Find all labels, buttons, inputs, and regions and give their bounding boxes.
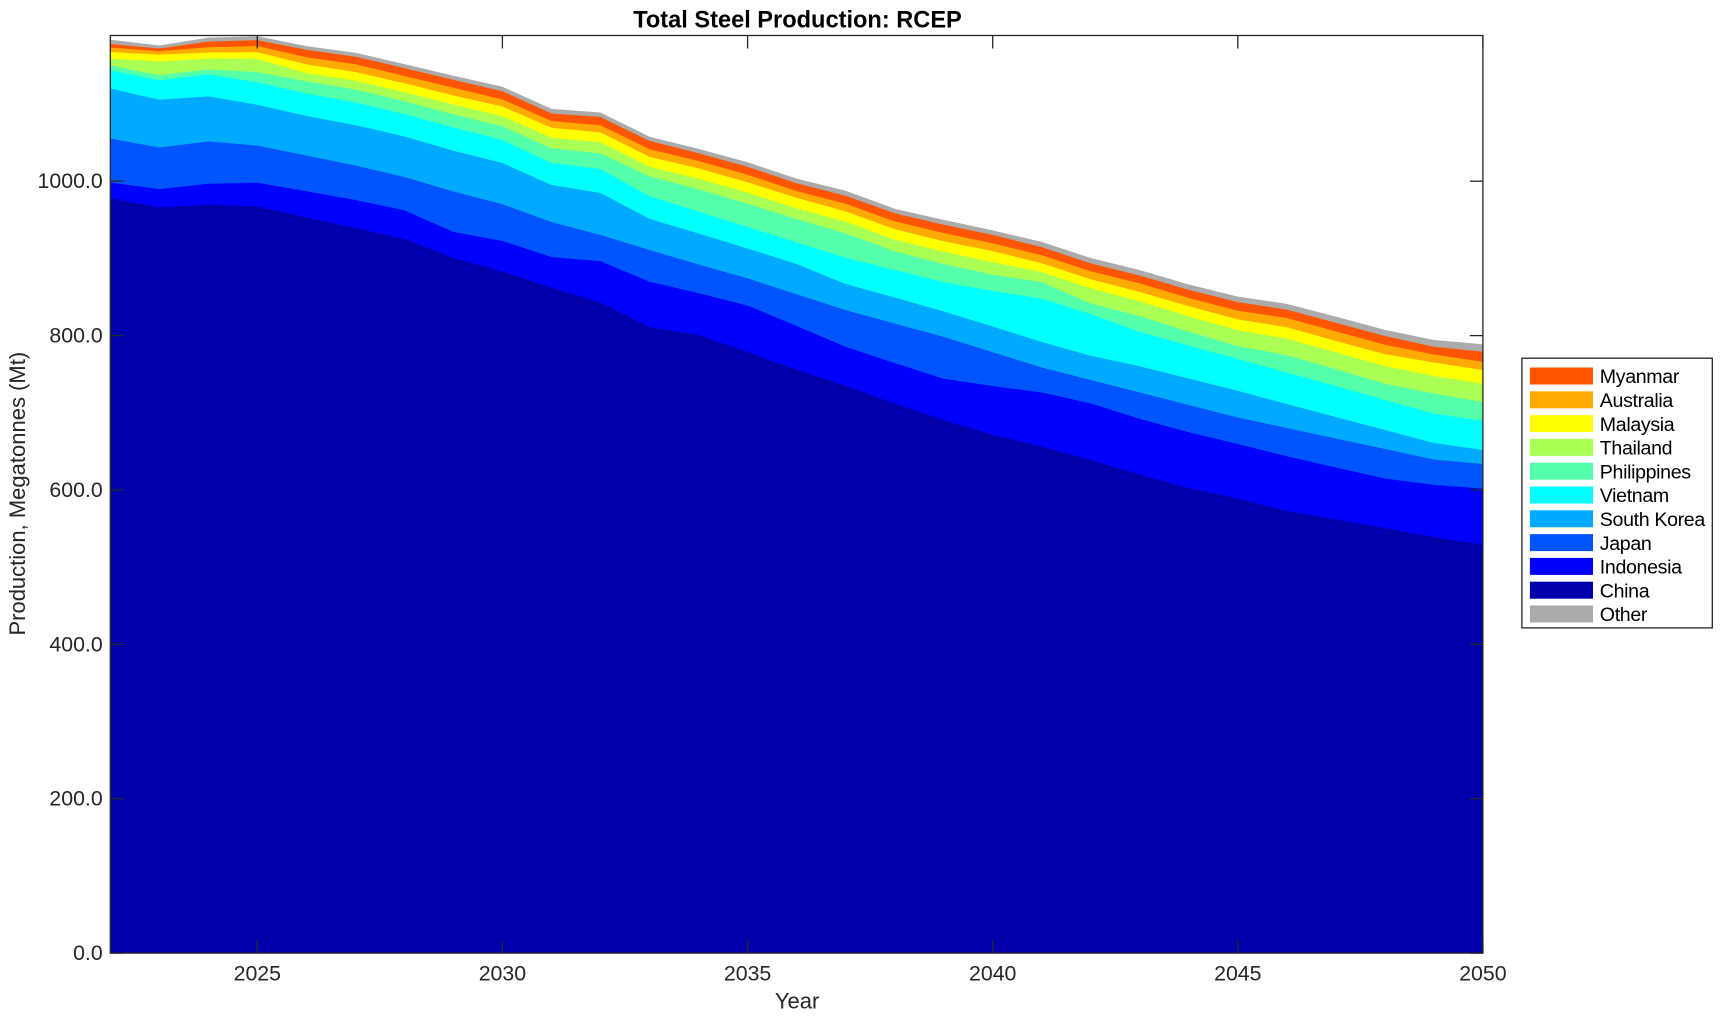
svg-text:Total Steel Production: RCEP: Total Steel Production: RCEP [633,7,962,33]
svg-text:2040: 2040 [969,962,1017,986]
svg-text:Australia: Australia [1600,390,1674,412]
svg-text:China: China [1600,580,1650,602]
svg-text:2050: 2050 [1459,962,1507,986]
svg-text:800.0: 800.0 [49,324,102,348]
svg-text:400.0: 400.0 [49,632,102,656]
svg-text:2035: 2035 [724,962,771,986]
svg-text:2025: 2025 [234,962,281,986]
svg-text:600.0: 600.0 [49,478,102,502]
svg-text:200.0: 200.0 [49,787,102,811]
svg-text:2030: 2030 [479,962,527,986]
svg-text:Japan: Japan [1600,533,1652,555]
svg-text:Thailand: Thailand [1600,438,1672,460]
svg-text:Other: Other [1600,604,1648,626]
svg-text:1000.0: 1000.0 [38,169,103,193]
svg-text:0.0: 0.0 [73,941,103,965]
svg-text:Vietnam: Vietnam [1600,485,1669,507]
svg-text:Malaysia: Malaysia [1600,414,1675,436]
svg-text:Indonesia: Indonesia [1600,557,1682,579]
svg-text:Philippines: Philippines [1600,461,1691,483]
svg-text:2045: 2045 [1214,962,1261,986]
svg-text:Myanmar: Myanmar [1600,366,1680,388]
svg-text:Year: Year [775,989,819,1014]
svg-text:Production, Megatonnes (Mt): Production, Megatonnes (Mt) [5,352,30,636]
svg-text:South Korea: South Korea [1600,509,1706,531]
